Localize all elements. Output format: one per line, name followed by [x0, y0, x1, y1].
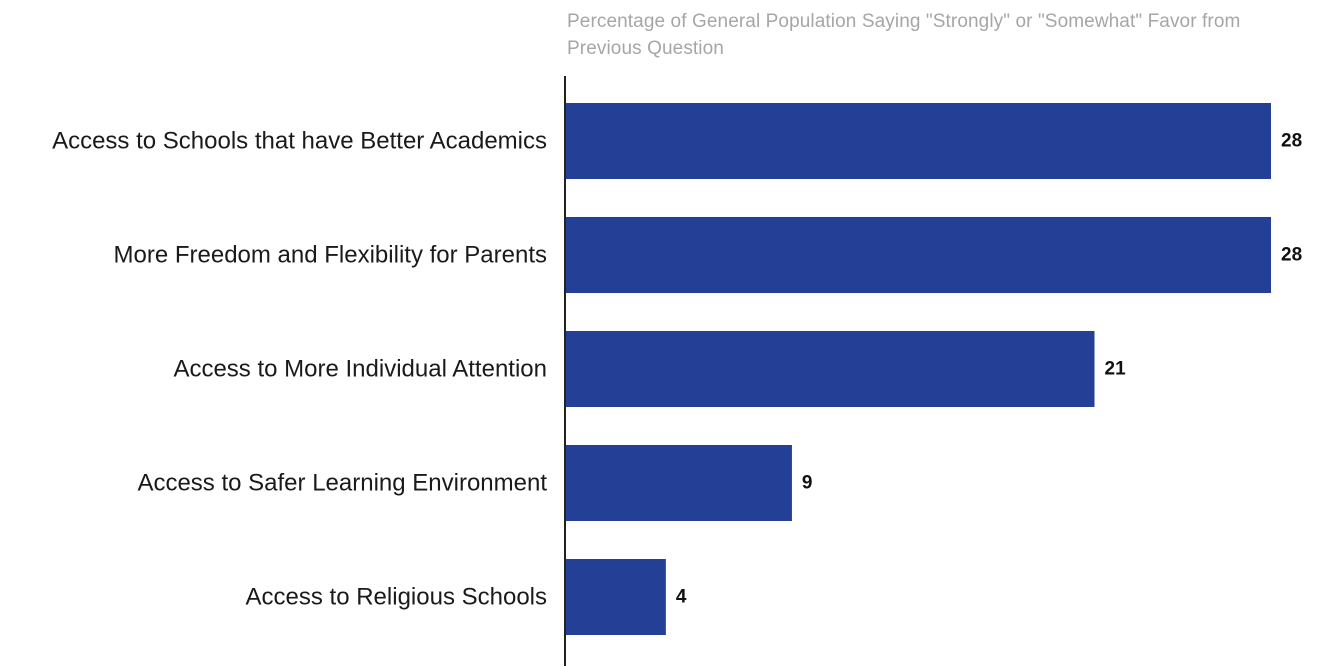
- value-label: 28: [1281, 131, 1302, 152]
- category-label: Access to Schools that have Better Acade…: [52, 128, 547, 155]
- category-label: Access to More Individual Attention: [173, 356, 547, 383]
- bars-layer: Access to Schools that have Better Acade…: [52, 103, 1302, 635]
- category-label: Access to Safer Learning Environment: [137, 470, 547, 497]
- chart-title: Percentage of General Population Saying …: [567, 11, 1241, 59]
- value-label: 21: [1105, 359, 1127, 380]
- value-label: 9: [802, 473, 813, 494]
- bar: [565, 559, 666, 635]
- category-label: Access to Religious Schools: [246, 584, 547, 611]
- bar: [565, 103, 1271, 179]
- bar: [565, 445, 792, 521]
- category-label: More Freedom and Flexibility for Parents: [114, 242, 548, 269]
- value-label: 28: [1281, 245, 1302, 266]
- value-label: 4: [676, 587, 687, 608]
- bar: [565, 331, 1095, 407]
- bar: [565, 217, 1271, 293]
